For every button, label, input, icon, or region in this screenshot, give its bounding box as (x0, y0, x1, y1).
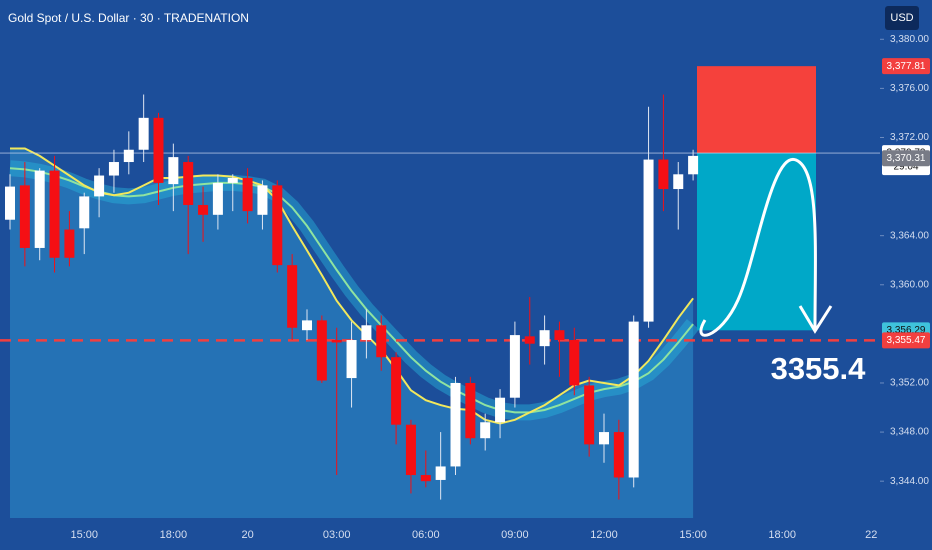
plot-area (0, 38, 884, 518)
candle-body (554, 330, 565, 341)
price-label-box (882, 150, 930, 167)
candle-body (391, 357, 402, 425)
x-tick-label: 06:00 (412, 529, 440, 541)
candle-body (524, 336, 535, 344)
chart-title: Gold Spot / U.S. Dollar · 30 · TRADENATI… (8, 11, 249, 25)
x-tick-label: 03:00 (323, 529, 351, 541)
candle-body (658, 159, 669, 190)
y-tick-label: 3,348.00 (890, 427, 929, 438)
x-tick-label: 15:00 (679, 529, 707, 541)
candle-body (361, 325, 372, 341)
candle-body (227, 177, 238, 183)
candle-body (183, 162, 194, 205)
y-tick-label: 3,376.00 (890, 83, 929, 94)
candle-body (212, 182, 223, 215)
candle-body (316, 320, 327, 381)
candle-body (643, 159, 654, 322)
x-tick-label: 20 (241, 529, 253, 541)
candle-body (94, 175, 105, 197)
y-tick-label: 3,380.00 (890, 34, 929, 45)
candle-body (450, 382, 461, 467)
candle-body (79, 196, 90, 229)
annotation: 3355.4 (771, 351, 867, 386)
candle-body (34, 170, 45, 248)
x-tick-label: 15:00 (70, 529, 98, 541)
candle-body (405, 424, 416, 476)
y-tick-label: 3,360.00 (890, 279, 929, 290)
candle-body (272, 185, 283, 266)
candle-body (108, 162, 119, 176)
candle-body (613, 432, 624, 478)
candle-body (435, 466, 446, 480)
candle-body (673, 174, 684, 190)
candle-body (168, 157, 179, 185)
price-label: 3,356.29 (887, 325, 926, 336)
candle-body (257, 185, 268, 215)
y-tick-label: 3,352.00 (890, 378, 929, 389)
candle-body (331, 340, 342, 343)
candle-body (5, 186, 15, 220)
y-tick-label: 3,344.00 (890, 476, 929, 487)
candle-body (49, 170, 60, 258)
x-tick-label: 09:00 (501, 529, 529, 541)
candle-body (584, 385, 595, 445)
x-tick-label: 12:00 (590, 529, 618, 541)
stop-zone (697, 66, 816, 154)
arrow-head (798, 305, 833, 334)
candle-body (123, 149, 134, 163)
drawn-arrow (699, 158, 817, 337)
candle-body (569, 340, 580, 386)
candle-body (688, 155, 699, 175)
candle-body (242, 177, 253, 212)
candle-body (539, 330, 550, 347)
price-label-box (882, 332, 930, 349)
y-tick-label: 3,364.00 (890, 230, 929, 241)
countdown: 29:04 (893, 162, 918, 173)
candle-body (138, 117, 149, 150)
candle-body (198, 204, 209, 215)
price-label-box (882, 58, 930, 75)
price-label: 3,370.31 (887, 153, 926, 164)
candle-body (153, 117, 164, 183)
candle-body (64, 229, 75, 258)
candle-body (495, 397, 506, 423)
price-label: 3,355.47 (887, 335, 926, 346)
candle-body (509, 335, 520, 398)
candle-body (287, 265, 298, 328)
x-tick-label: 18:00 (768, 529, 796, 541)
candle-body (19, 185, 30, 248)
currency-label[interactable]: USD (890, 12, 913, 24)
x-tick-label: 18:00 (160, 529, 188, 541)
candle-body (346, 340, 357, 379)
currency-button[interactable] (885, 6, 919, 30)
x-tick-label: 22 (865, 529, 877, 541)
candle-body (480, 422, 491, 439)
candle-body (302, 320, 312, 331)
candle-body (420, 475, 431, 482)
candle-body (376, 325, 387, 358)
candle-body (599, 432, 609, 445)
y-tick-label: 3,372.00 (890, 132, 929, 143)
candle-body (465, 382, 476, 439)
price-label: 3,377.81 (887, 61, 926, 72)
ma-line (9, 167, 694, 414)
candle-body (628, 321, 639, 478)
